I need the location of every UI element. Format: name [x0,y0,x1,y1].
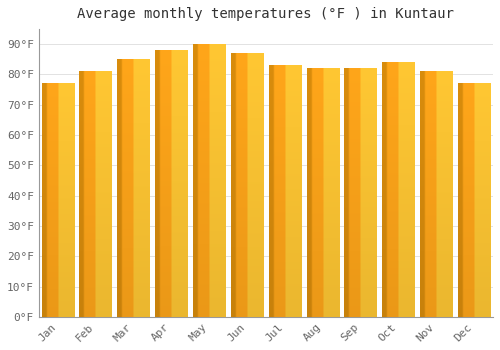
Bar [306,69,339,317]
Bar [269,65,301,317]
Bar [155,50,188,317]
Bar [344,69,376,317]
Bar [382,62,414,317]
Bar [193,44,225,317]
Bar [80,71,112,317]
Bar [118,60,150,317]
Bar [420,71,452,317]
Bar [231,53,263,317]
Bar [458,84,490,317]
Title: Average monthly temperatures (°F ) in Kuntaur: Average monthly temperatures (°F ) in Ku… [78,7,454,21]
Bar [42,84,74,317]
